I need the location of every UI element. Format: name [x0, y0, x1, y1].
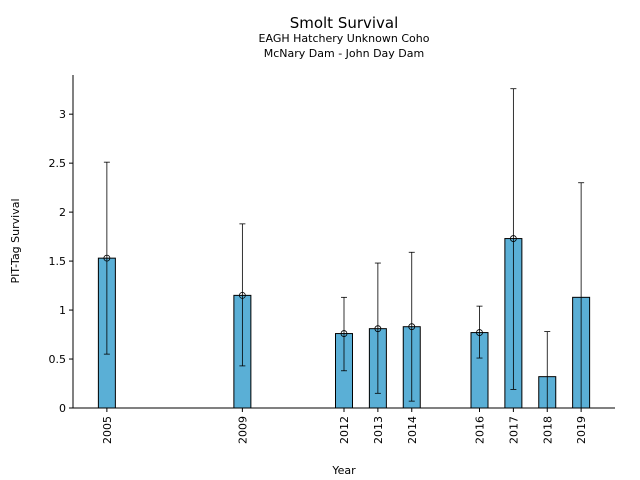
y-tick-label: 0.5 — [49, 353, 67, 366]
chart-subtitle-line-2: McNary Dam - John Day Dam — [264, 47, 424, 60]
plot-area: 0 0.5 1 1.5 2 2.5 3 2005 2009 2012 2013 2014 2016 201… — [49, 88, 591, 444]
y-tick-label: 2.5 — [49, 157, 67, 170]
y-tick-label: 1.5 — [49, 255, 67, 268]
y-tick-label: 2 — [59, 206, 66, 219]
x-tick-label: 2019 — [575, 416, 588, 444]
x-axis-label: Year — [331, 464, 356, 477]
x-tick-label: 2005 — [101, 416, 114, 444]
chart-title: Smolt Survival — [290, 14, 399, 32]
point-marker-2012 — [340, 330, 348, 337]
y-tick-label: 3 — [59, 108, 66, 121]
point-marker-2016 — [476, 329, 483, 336]
x-tick-label: 2012 — [338, 416, 351, 444]
x-tick-label: 2013 — [372, 416, 385, 444]
point-marker-2013 — [374, 325, 382, 333]
point-marker-2005 — [103, 254, 111, 262]
point-marker-2014 — [408, 323, 416, 331]
x-tick-label: 2014 — [406, 416, 419, 444]
chart-subtitle-line-1: EAGH Hatchery Unknown Coho — [259, 32, 430, 45]
x-tick-label: 2016 — [474, 416, 487, 444]
x-tick-label: 2018 — [541, 416, 554, 444]
y-axis-label: PIT-Tag Survival — [9, 198, 22, 283]
x-tick-label: 2009 — [236, 416, 249, 444]
point-marker-2017 — [509, 235, 517, 242]
y-tick-label: 1 — [59, 304, 66, 317]
x-tick-label: 2017 — [507, 416, 520, 444]
point-marker-2009 — [238, 291, 246, 299]
y-tick-label: 0 — [59, 402, 66, 415]
